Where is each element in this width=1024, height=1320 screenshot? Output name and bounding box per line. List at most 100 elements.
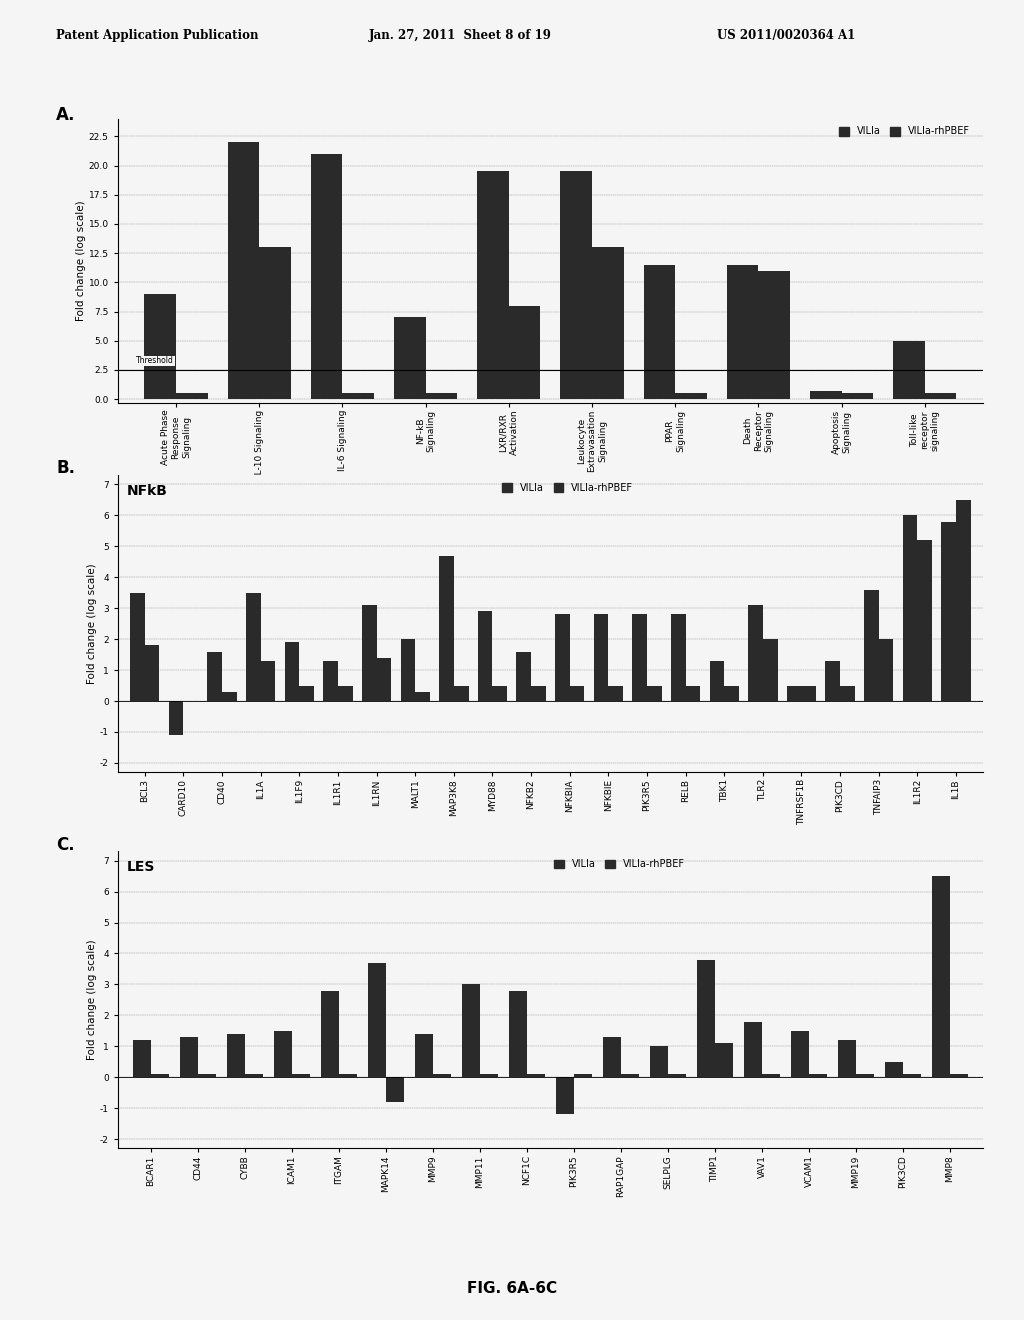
- Bar: [809, 1074, 827, 1077]
- Bar: [368, 962, 386, 1077]
- Bar: [941, 521, 956, 701]
- Text: Patent Application Publication: Patent Application Publication: [56, 29, 259, 42]
- Bar: [792, 1031, 809, 1077]
- Bar: [180, 1038, 198, 1077]
- Bar: [454, 685, 469, 701]
- Text: NFkB: NFkB: [126, 484, 167, 498]
- Bar: [918, 540, 932, 701]
- Bar: [810, 391, 842, 399]
- Bar: [198, 1074, 216, 1077]
- Bar: [632, 614, 647, 701]
- Bar: [555, 614, 569, 701]
- Bar: [509, 990, 527, 1077]
- Bar: [932, 876, 950, 1077]
- Bar: [671, 614, 686, 701]
- Bar: [825, 661, 840, 701]
- Text: C.: C.: [56, 836, 75, 854]
- Bar: [802, 685, 816, 701]
- Bar: [686, 685, 700, 701]
- Bar: [130, 593, 144, 701]
- Bar: [493, 685, 507, 701]
- Bar: [573, 1074, 592, 1077]
- Bar: [144, 645, 160, 701]
- Y-axis label: Fold change (log scale): Fold change (log scale): [87, 564, 97, 684]
- Bar: [292, 1074, 309, 1077]
- Bar: [715, 1043, 733, 1077]
- Bar: [169, 701, 183, 735]
- Bar: [560, 172, 592, 399]
- Bar: [227, 1034, 245, 1077]
- Bar: [311, 154, 342, 399]
- Bar: [480, 1074, 498, 1077]
- Bar: [608, 685, 623, 701]
- Bar: [647, 685, 662, 701]
- Bar: [621, 1074, 639, 1077]
- Bar: [478, 611, 493, 701]
- Y-axis label: Fold change (log scale): Fold change (log scale): [87, 940, 97, 1060]
- Bar: [338, 685, 352, 701]
- Bar: [415, 1034, 433, 1077]
- Bar: [903, 515, 918, 701]
- Bar: [592, 247, 624, 399]
- Text: Threshold: Threshold: [136, 356, 174, 366]
- Bar: [415, 692, 430, 701]
- Bar: [675, 393, 707, 399]
- Bar: [361, 605, 377, 701]
- Text: FIG. 6A-6C: FIG. 6A-6C: [467, 1282, 557, 1296]
- Bar: [462, 985, 480, 1077]
- Bar: [856, 1074, 873, 1077]
- Bar: [556, 1077, 573, 1114]
- Text: B.: B.: [56, 459, 76, 478]
- Bar: [246, 593, 261, 701]
- Bar: [644, 265, 675, 399]
- Legend: VILIa, VILIa-rhPBEF: VILIa, VILIa-rhPBEF: [839, 127, 970, 136]
- Text: A.: A.: [56, 106, 76, 124]
- Bar: [151, 1074, 169, 1077]
- Bar: [433, 1074, 451, 1077]
- Bar: [697, 960, 715, 1077]
- Text: Jan. 27, 2011  Sheet 8 of 19: Jan. 27, 2011 Sheet 8 of 19: [369, 29, 552, 42]
- Bar: [950, 1074, 968, 1077]
- Bar: [439, 556, 454, 701]
- Bar: [285, 643, 299, 701]
- Bar: [245, 1074, 262, 1077]
- Bar: [786, 685, 802, 701]
- Bar: [727, 265, 759, 399]
- Bar: [394, 317, 426, 399]
- Bar: [763, 639, 777, 701]
- Bar: [527, 1074, 545, 1077]
- Bar: [885, 1061, 903, 1077]
- Bar: [377, 657, 391, 701]
- Bar: [261, 661, 275, 701]
- Bar: [342, 393, 374, 399]
- Bar: [650, 1047, 668, 1077]
- Bar: [509, 306, 541, 399]
- Bar: [477, 172, 509, 399]
- Bar: [839, 1040, 856, 1077]
- Bar: [603, 1038, 621, 1077]
- Bar: [299, 685, 314, 701]
- Bar: [133, 1040, 151, 1077]
- Bar: [324, 661, 338, 701]
- Text: LES: LES: [126, 861, 155, 874]
- Bar: [144, 294, 176, 399]
- Bar: [840, 685, 855, 701]
- Text: US 2011/0020364 A1: US 2011/0020364 A1: [717, 29, 855, 42]
- Bar: [386, 1077, 403, 1102]
- Bar: [668, 1074, 686, 1077]
- Bar: [569, 685, 585, 701]
- Bar: [594, 614, 608, 701]
- Bar: [759, 271, 791, 399]
- Bar: [227, 143, 259, 399]
- Bar: [893, 341, 925, 399]
- Bar: [749, 605, 763, 701]
- Bar: [762, 1074, 780, 1077]
- Bar: [208, 652, 222, 701]
- Legend: VILIa, VILIa-rhPBEF: VILIa, VILIa-rhPBEF: [503, 483, 633, 494]
- Bar: [176, 393, 208, 399]
- Bar: [956, 500, 971, 701]
- Bar: [222, 692, 237, 701]
- Bar: [426, 393, 457, 399]
- Bar: [864, 590, 879, 701]
- Bar: [531, 685, 546, 701]
